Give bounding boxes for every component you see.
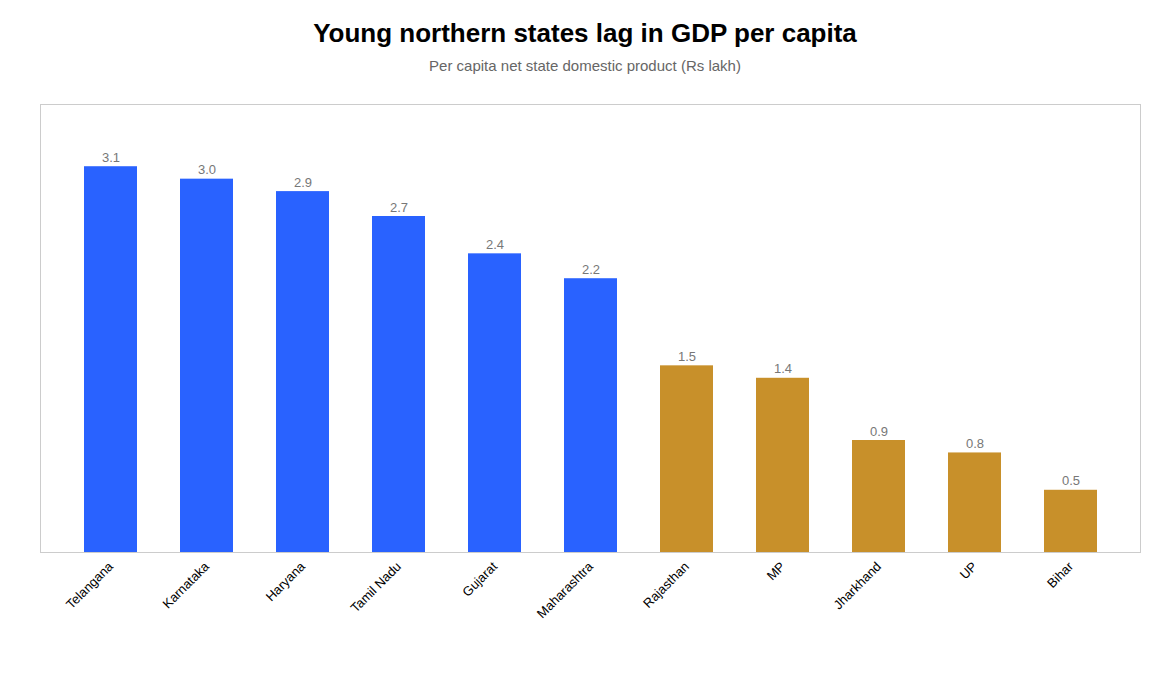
svg-text:Jharkhand: Jharkhand [831,559,885,613]
svg-text:Haryana: Haryana [263,558,309,604]
svg-text:0.9: 0.9 [870,424,888,439]
svg-text:1.4: 1.4 [774,361,792,376]
svg-text:0.8: 0.8 [966,436,984,451]
svg-text:Bihar: Bihar [1044,558,1077,591]
svg-text:Gujarat: Gujarat [459,559,500,600]
svg-text:3.0: 3.0 [198,162,216,177]
svg-text:Tamil Nadu: Tamil Nadu [347,559,404,616]
html-text:Young northern states lag in G: Young northern states lag in GDP per cap… [313,18,857,48]
svg-text:Rajasthan: Rajasthan [640,559,692,611]
svg-text:2.7: 2.7 [390,200,408,215]
html-text:Per capita net state domestic: Per capita net state domestic product (R… [429,57,741,74]
svg-text:UP: UP [957,559,980,582]
svg-text:Maharashtra: Maharashtra [534,558,597,621]
svg-text:2.9: 2.9 [294,175,312,190]
svg-text:MP: MP [764,559,788,583]
svg-text:Karnataka: Karnataka [160,558,213,611]
svg-text:2.2: 2.2 [582,262,600,277]
svg-text:0.5: 0.5 [1062,473,1080,488]
svg-text:2.4: 2.4 [486,237,504,252]
svg-text:Telangana: Telangana [63,558,117,612]
svg-text:1.5: 1.5 [678,349,696,364]
svg-text:3.1: 3.1 [102,150,120,165]
